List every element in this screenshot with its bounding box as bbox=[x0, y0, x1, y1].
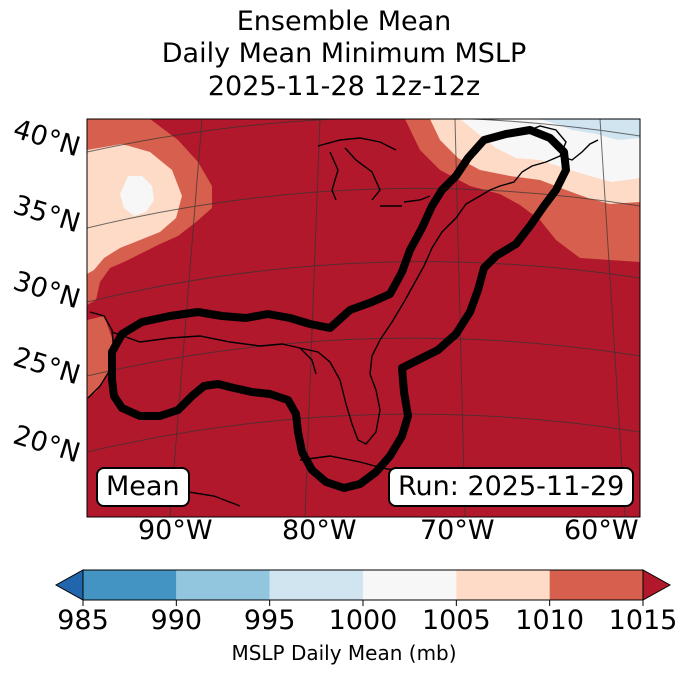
map-frame bbox=[86, 118, 641, 518]
coastlines bbox=[87, 125, 599, 507]
colorbar-segment bbox=[363, 570, 457, 600]
lon-label-80w: 80°W bbox=[282, 515, 357, 546]
colorbar-tick-label: 1005 bbox=[421, 605, 491, 636]
colorbar-extend-low bbox=[54, 569, 84, 601]
field-995-ne bbox=[540, 119, 640, 140]
colorbar-tick-label: 985 bbox=[57, 605, 109, 636]
colorbar-segment bbox=[176, 570, 270, 600]
title-line-1: Ensemble Mean bbox=[236, 6, 452, 37]
title-line-3: 2025-11-28 12z-12z bbox=[207, 71, 481, 102]
lon-label-70w: 70°W bbox=[420, 515, 495, 546]
colorbar-extend-high bbox=[642, 569, 672, 601]
colorbar-title: MSLP Daily Mean (mb) bbox=[231, 641, 457, 665]
colorbar-tick-label: 1000 bbox=[328, 605, 398, 636]
colorbar-segment bbox=[269, 570, 363, 600]
mean-label: Mean bbox=[96, 467, 190, 507]
colorbar-tick-label: 990 bbox=[150, 605, 203, 636]
lon-label-60w: 60°W bbox=[564, 515, 639, 546]
graticule bbox=[87, 119, 640, 517]
colorbar-tick-label: 995 bbox=[243, 605, 296, 636]
colorbar-segment bbox=[83, 570, 177, 600]
field-1000-nw bbox=[120, 176, 154, 216]
field-1010-tx bbox=[87, 316, 112, 398]
run-label: Run: 2025-11-29 bbox=[388, 467, 635, 507]
colorbar-tick-label: 1010 bbox=[515, 605, 585, 636]
colorbar-segment bbox=[456, 570, 550, 600]
colorbar-tick-label: 1015 bbox=[608, 605, 678, 636]
colorbar-segment bbox=[549, 570, 643, 600]
title-line-2: Daily Mean Minimum MSLP bbox=[161, 38, 527, 69]
mslp-1015-contour bbox=[108, 126, 570, 492]
lon-label-90w: 90°W bbox=[138, 515, 213, 546]
